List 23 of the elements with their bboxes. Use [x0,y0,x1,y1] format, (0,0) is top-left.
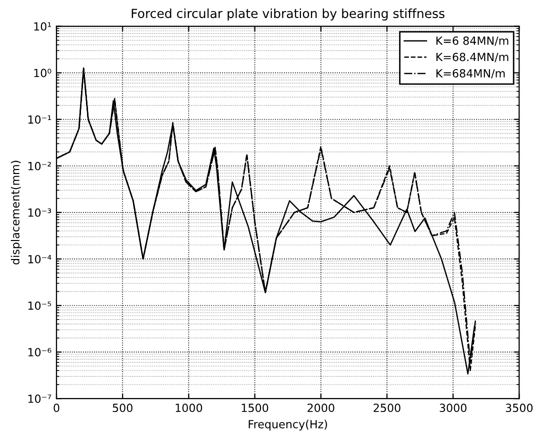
y-tick-label: 10⁻¹ [28,115,52,124]
y-tick-label: 10⁻⁴ [28,254,52,264]
y-axis-title: displacement(mm) [10,160,22,264]
y-tick-label: 10⁻² [28,162,51,170]
x-tick-label: 3000 [440,404,466,412]
y-tick-label: 10⁻³ [28,208,52,217]
x-axis-title: Frequency(Hz) [248,420,327,431]
y-tick-label: 10⁰ [34,68,52,78]
legend-label: K=6 84MN/m [436,36,508,46]
x-tick-label: 0 [54,404,60,412]
x-tick-label: 2000 [308,404,334,412]
y-tick-label: 10⁻⁷ [28,394,52,403]
legend-label: K=684MN/m [436,69,505,78]
x-tick-label: 3500 [506,404,533,412]
x-tick-label: 500 [112,404,132,412]
x-tick-label: 2500 [374,404,400,412]
legend-label: K=68.4MN/m [436,52,508,62]
y-tick-label: 10⁻⁶ [28,348,52,356]
x-tick-label: 1000 [176,404,202,412]
y-tick-label: 10⁻⁵ [28,301,52,310]
x-tick-label: 1500 [242,404,268,412]
chart-title: Forced circular plate vibration by bearing stiffness [132,8,444,21]
y-tick-label: 10¹ [34,22,52,31]
